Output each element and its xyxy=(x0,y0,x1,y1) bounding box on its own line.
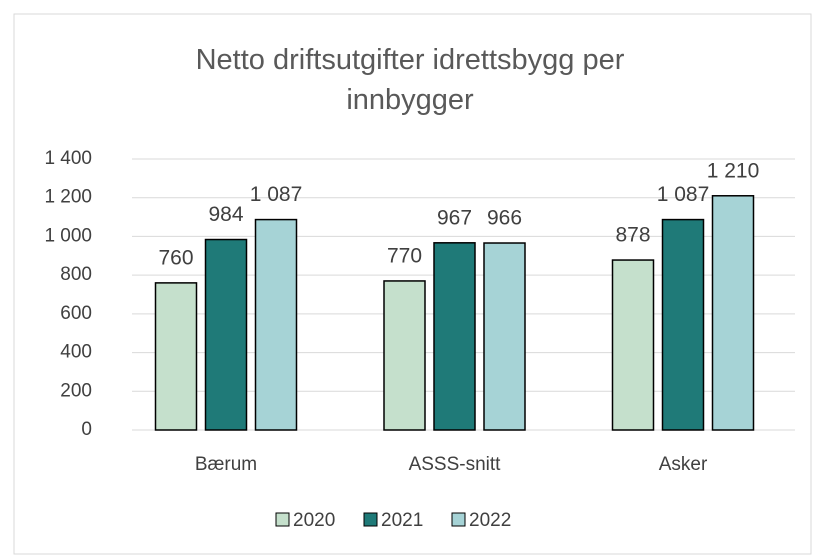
bar xyxy=(483,242,526,431)
value-label: 760 xyxy=(158,246,193,269)
value-label: 967 xyxy=(437,206,472,229)
bar xyxy=(661,218,705,431)
legend-swatch xyxy=(451,512,466,527)
value-label: 966 xyxy=(487,207,522,230)
bar xyxy=(611,259,655,431)
y-tick-label: 0 xyxy=(81,419,92,440)
chart-title: Netto driftsutgifter idrettsbygg per inn… xyxy=(195,44,625,116)
legend-label: 2020 xyxy=(293,510,335,531)
y-tick-label: 1 400 xyxy=(44,148,92,169)
y-tick-label: 400 xyxy=(60,342,92,363)
legend-swatch xyxy=(363,512,378,527)
y-tick-label: 200 xyxy=(60,380,92,401)
legend-label: 2021 xyxy=(381,510,423,531)
y-tick-label: 800 xyxy=(60,264,92,285)
legend-label: 2022 xyxy=(469,510,511,531)
y-tick-label: 600 xyxy=(60,303,92,324)
value-label: 1 087 xyxy=(657,183,710,206)
x-tick-label: Bærum xyxy=(195,454,257,475)
value-label: 984 xyxy=(208,203,243,226)
bar xyxy=(433,242,476,431)
x-tick-label: ASSS-snitt xyxy=(409,454,502,475)
value-label: 770 xyxy=(387,244,422,267)
value-label: 1 087 xyxy=(250,183,303,206)
value-label: 878 xyxy=(615,224,650,247)
bar xyxy=(154,282,198,431)
bar xyxy=(254,218,298,431)
bar xyxy=(204,238,248,431)
bar xyxy=(711,195,755,431)
x-tick-label: Asker xyxy=(659,454,708,475)
legend-swatch xyxy=(275,512,290,527)
bar xyxy=(383,280,426,431)
y-tick-label: 1 000 xyxy=(44,225,92,246)
y-tick-label: 1 200 xyxy=(44,187,92,208)
value-label: 1 210 xyxy=(707,159,760,182)
